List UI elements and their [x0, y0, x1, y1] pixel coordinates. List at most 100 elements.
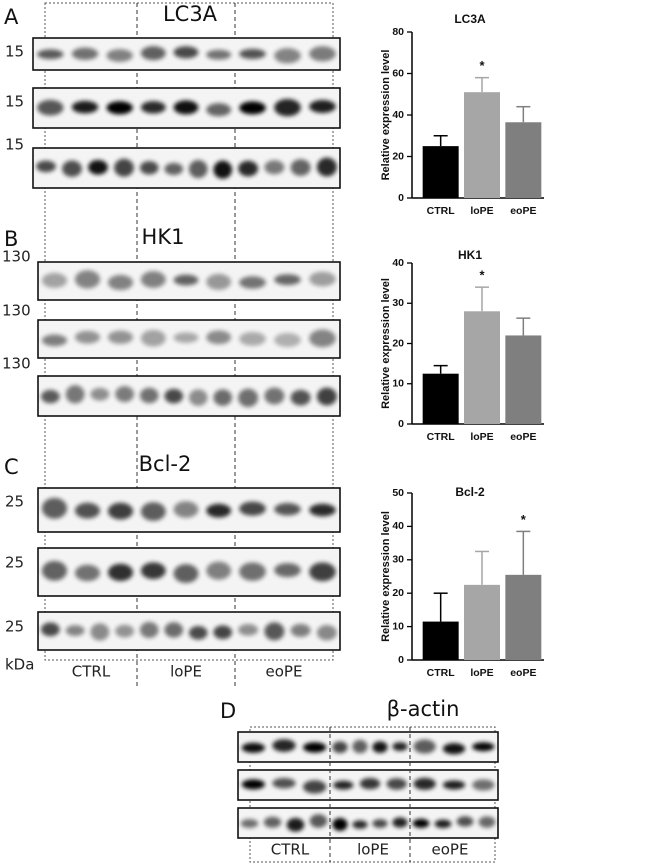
band — [272, 777, 296, 789]
group-label: CTRL — [271, 841, 310, 859]
band — [140, 46, 166, 61]
y-axis-label: Relative expression level — [380, 278, 392, 409]
band — [239, 332, 266, 346]
band — [173, 100, 199, 115]
band — [372, 741, 388, 753]
significance-mark: * — [479, 58, 485, 73]
mw-label: 130 — [2, 302, 31, 320]
band — [139, 621, 159, 639]
band — [173, 274, 199, 286]
y-tick-label: 20 — [392, 150, 404, 162]
band — [164, 622, 184, 638]
bar — [422, 146, 459, 198]
x-tick-label: CTRL — [427, 205, 456, 217]
band — [206, 273, 232, 290]
band — [456, 816, 474, 827]
chart-title: LC3A — [454, 12, 486, 26]
band — [442, 780, 466, 790]
band — [386, 778, 407, 790]
y-axis-label: Relative expression level — [380, 50, 392, 181]
y-axis-label: Relative expression level — [380, 511, 392, 642]
x-tick-label: eoPE — [510, 431, 536, 443]
bar — [464, 311, 500, 424]
blot-frame — [237, 807, 499, 839]
band — [139, 161, 159, 175]
band — [206, 503, 232, 518]
bar — [505, 122, 542, 198]
band — [206, 49, 232, 60]
band — [272, 739, 296, 752]
blot-frame — [37, 611, 341, 651]
blot-title: Bcl-2 — [139, 452, 192, 476]
band — [286, 818, 305, 832]
band — [106, 49, 133, 62]
band — [114, 158, 134, 177]
bar — [422, 621, 459, 660]
band — [74, 502, 101, 519]
band — [140, 562, 166, 580]
band — [316, 625, 337, 641]
group-label: loPE — [357, 841, 389, 859]
band — [309, 271, 336, 287]
band — [274, 563, 301, 578]
band — [188, 626, 208, 640]
band — [472, 779, 495, 791]
y-tick-label: 40 — [392, 520, 404, 532]
band — [140, 271, 166, 288]
panel-letter: C — [4, 455, 19, 479]
band — [309, 562, 336, 582]
mw-label: 130 — [2, 248, 31, 266]
y-tick-label: 20 — [392, 337, 404, 349]
band — [188, 160, 208, 179]
chart-title: HK1 — [458, 248, 482, 262]
y-tick-label: 80 — [392, 26, 404, 38]
band — [333, 780, 354, 790]
band — [206, 103, 232, 117]
blot-frame — [37, 375, 341, 417]
band — [413, 777, 436, 790]
y-tick-label: 20 — [392, 587, 404, 599]
bar — [505, 335, 542, 424]
band — [107, 563, 134, 582]
band — [240, 818, 259, 828]
band — [239, 501, 266, 516]
x-tick-label: eoPE — [510, 205, 536, 217]
band — [264, 160, 285, 175]
band — [41, 334, 68, 347]
band — [140, 101, 166, 114]
y-tick-label: 30 — [392, 554, 404, 566]
band — [413, 739, 436, 754]
band — [90, 387, 110, 401]
y-tick-label: 30 — [392, 297, 404, 309]
band — [316, 387, 337, 406]
band — [434, 819, 452, 829]
band — [65, 385, 85, 404]
group-label: eoPE — [432, 841, 469, 859]
band — [139, 387, 159, 404]
band — [173, 564, 199, 584]
panel-letter: A — [4, 5, 19, 29]
band — [264, 622, 285, 641]
y-tick-label: 60 — [392, 67, 404, 79]
band — [238, 624, 259, 636]
panel-letter: D — [220, 699, 236, 723]
band — [412, 818, 430, 829]
band — [206, 330, 232, 345]
band — [309, 503, 336, 517]
band — [274, 274, 301, 286]
band — [316, 157, 337, 177]
band — [115, 386, 135, 403]
blot-title: β-actin — [387, 697, 460, 721]
band — [274, 503, 301, 516]
band — [290, 389, 311, 406]
band — [90, 623, 110, 641]
band — [309, 329, 336, 348]
band — [372, 819, 388, 828]
band — [239, 48, 266, 59]
x-tick-label: loPE — [470, 667, 493, 679]
y-tick-label: 0 — [398, 418, 404, 430]
bar — [464, 584, 500, 660]
band — [36, 160, 56, 173]
bar — [422, 373, 459, 424]
